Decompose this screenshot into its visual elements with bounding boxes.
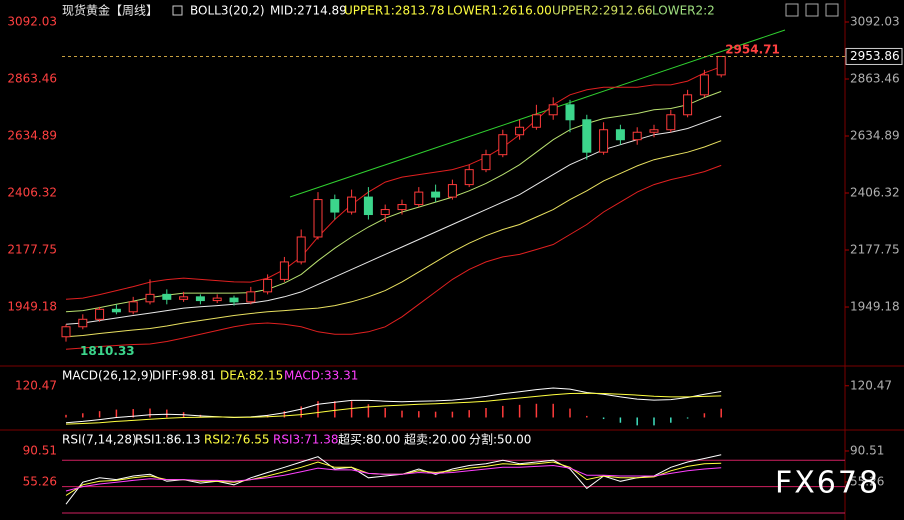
header-item: DEA:82.15	[220, 369, 283, 383]
header-item: DIFF:98.81	[152, 369, 216, 383]
rsi-line	[65, 454, 722, 505]
y-tick-label-right: 90.51	[850, 443, 884, 457]
header-item: UPPER2:2912.66	[552, 4, 652, 18]
candle-body	[683, 94, 693, 116]
candle-body	[330, 199, 340, 213]
candle-body	[246, 291, 256, 303]
y-tick-label-left: 3092.03	[7, 14, 57, 28]
y-tick-label-right: 3092.03	[850, 14, 900, 28]
candle-body	[548, 104, 558, 116]
bollinger-line	[65, 115, 722, 325]
candle-body	[716, 55, 726, 76]
y-tick-label-right: 2177.75	[850, 243, 900, 257]
y-tick-label-right: 2634.89	[850, 129, 900, 143]
candle-body	[296, 236, 306, 263]
y-tick-label-right: 2863.46	[850, 72, 900, 86]
candle-body	[111, 308, 121, 313]
candle-body	[582, 119, 592, 153]
candle-body	[464, 169, 474, 186]
candle-body	[95, 308, 105, 320]
candle-body	[481, 154, 491, 171]
candle-body	[78, 318, 88, 328]
low-label: 1810.33	[80, 344, 135, 358]
candle-body	[279, 261, 289, 280]
candle-body	[263, 278, 273, 293]
candle-body	[565, 104, 575, 121]
watermark: FX678	[775, 466, 880, 501]
header-item: RSI3:71.38	[273, 433, 339, 447]
y-tick-label-left: 2406.32	[7, 186, 57, 200]
rsi-line	[65, 464, 722, 492]
candle-body	[649, 129, 659, 133]
header-item: LOWER2:2	[652, 4, 715, 18]
candle-body	[632, 131, 642, 141]
candle-body	[615, 129, 625, 141]
y-tick-label-left: 120.47	[15, 378, 57, 392]
y-tick-label-left: 55.26	[23, 474, 57, 488]
collapse-icon[interactable]	[172, 5, 183, 16]
candle-body	[380, 209, 390, 216]
header-item: 超卖:20.00	[404, 432, 466, 447]
trend-line	[289, 29, 786, 198]
candle-body	[145, 293, 155, 303]
y-tick-label-right: 120.47	[850, 378, 892, 392]
y-tick-label-left: 2863.46	[7, 72, 57, 86]
candle-body	[447, 184, 457, 198]
candle-body	[313, 199, 323, 238]
icon[interactable]	[825, 3, 839, 17]
header-item: MACD(26,12,9)	[62, 369, 153, 383]
candle-body	[431, 191, 441, 198]
dea-line	[65, 392, 722, 425]
y-tick-label-left: 2634.89	[7, 129, 57, 143]
candle-body	[363, 196, 373, 216]
candle-body	[599, 129, 609, 153]
y-tick-label-right: 2406.32	[850, 186, 900, 200]
header-item: 现货黄金【周线】	[62, 3, 158, 18]
last-price-label: 2953.86	[850, 49, 900, 63]
candle-body	[347, 196, 357, 213]
candle-body	[179, 296, 189, 300]
candle-body	[229, 297, 239, 303]
bollinger-line	[65, 66, 722, 300]
icon[interactable]	[805, 3, 819, 17]
y-tick-label-right: 1949.18	[850, 300, 900, 314]
bollinger-line	[65, 140, 722, 338]
header-item: 分割:50.00	[469, 432, 531, 447]
header-item: RSI2:76.55	[204, 433, 270, 447]
candle-body	[212, 297, 222, 302]
candle-body	[414, 191, 424, 206]
candle-body	[515, 126, 525, 136]
y-tick-label-right: 55.26	[850, 474, 884, 488]
high-label: 2954.71	[725, 43, 780, 57]
candle-body	[498, 134, 508, 156]
header-item: MACD:33.31	[284, 369, 358, 383]
header-item: RSI1:86.13	[135, 433, 201, 447]
y-tick-label-left: 90.51	[23, 443, 57, 457]
last-price-box	[845, 47, 903, 65]
window-icons	[785, 3, 839, 17]
y-tick-label-left: 1949.18	[7, 300, 57, 314]
candle-body	[699, 74, 709, 96]
candle-body	[397, 204, 407, 211]
candle-body	[128, 301, 138, 313]
header-item: 超买:80.00	[338, 432, 400, 447]
candle-body	[531, 114, 541, 128]
header-item: UPPER1:2813.78	[344, 4, 444, 18]
icon[interactable]	[785, 3, 799, 17]
dif-line	[65, 387, 722, 424]
rsi-line	[65, 461, 722, 496]
header-item: MID:2714.89	[270, 4, 347, 18]
candle-body	[162, 293, 172, 300]
y-tick-label-left: 2177.75	[7, 243, 57, 257]
header-item: RSI(7,14,28)	[62, 433, 137, 447]
header-item: LOWER1:2616.00	[447, 4, 552, 18]
candle-body	[61, 326, 71, 338]
candle-body	[666, 114, 676, 131]
bollinger-line	[65, 164, 722, 350]
bollinger-line	[65, 90, 722, 313]
header-item: BOLL3(20,2)	[190, 4, 265, 18]
candle-body	[195, 296, 205, 302]
